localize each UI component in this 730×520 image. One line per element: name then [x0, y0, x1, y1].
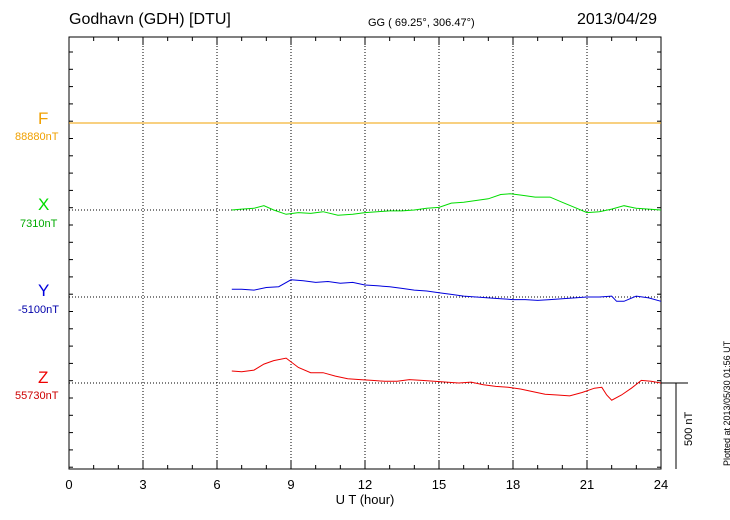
- scale-bar-label: 500 nT: [683, 411, 695, 446]
- station-title: Godhavn (GDH) [DTU]: [69, 11, 231, 28]
- x-tick-label: 12: [358, 477, 372, 492]
- x-tick-label: 3: [139, 477, 146, 492]
- channel-label-f: F: [38, 109, 49, 128]
- channel-label-z: Z: [38, 368, 49, 387]
- x-tick-label: 6: [213, 477, 220, 492]
- channel-baseline-x: 7310nT: [20, 218, 58, 230]
- channel-label-x: X: [38, 195, 50, 214]
- channel-baseline-z: 55730nT: [15, 390, 59, 402]
- plot-date: 2013/04/29: [577, 11, 658, 28]
- x-axis-label: U T (hour): [336, 492, 395, 507]
- series-line-z: [231, 357, 662, 401]
- x-tick-label: 24: [654, 477, 668, 492]
- channel-baseline-f: 88880nT: [15, 131, 59, 143]
- station-coordinates: GG ( 69.25°, 306.47°): [368, 17, 475, 29]
- series-line-y: [231, 279, 662, 302]
- plotted-timestamp: Plotted at 2013/05/30 01:56 UT: [722, 340, 730, 466]
- channel-baseline-y: -5100nT: [18, 304, 59, 316]
- x-tick-label: 21: [580, 477, 594, 492]
- channel-label-y: Y: [38, 281, 50, 300]
- x-tick-label: 9: [287, 477, 294, 492]
- series-line-x: [231, 193, 662, 216]
- x-tick-label: 0: [65, 477, 72, 492]
- x-tick-label: 15: [432, 477, 446, 492]
- x-tick-label: 18: [506, 477, 520, 492]
